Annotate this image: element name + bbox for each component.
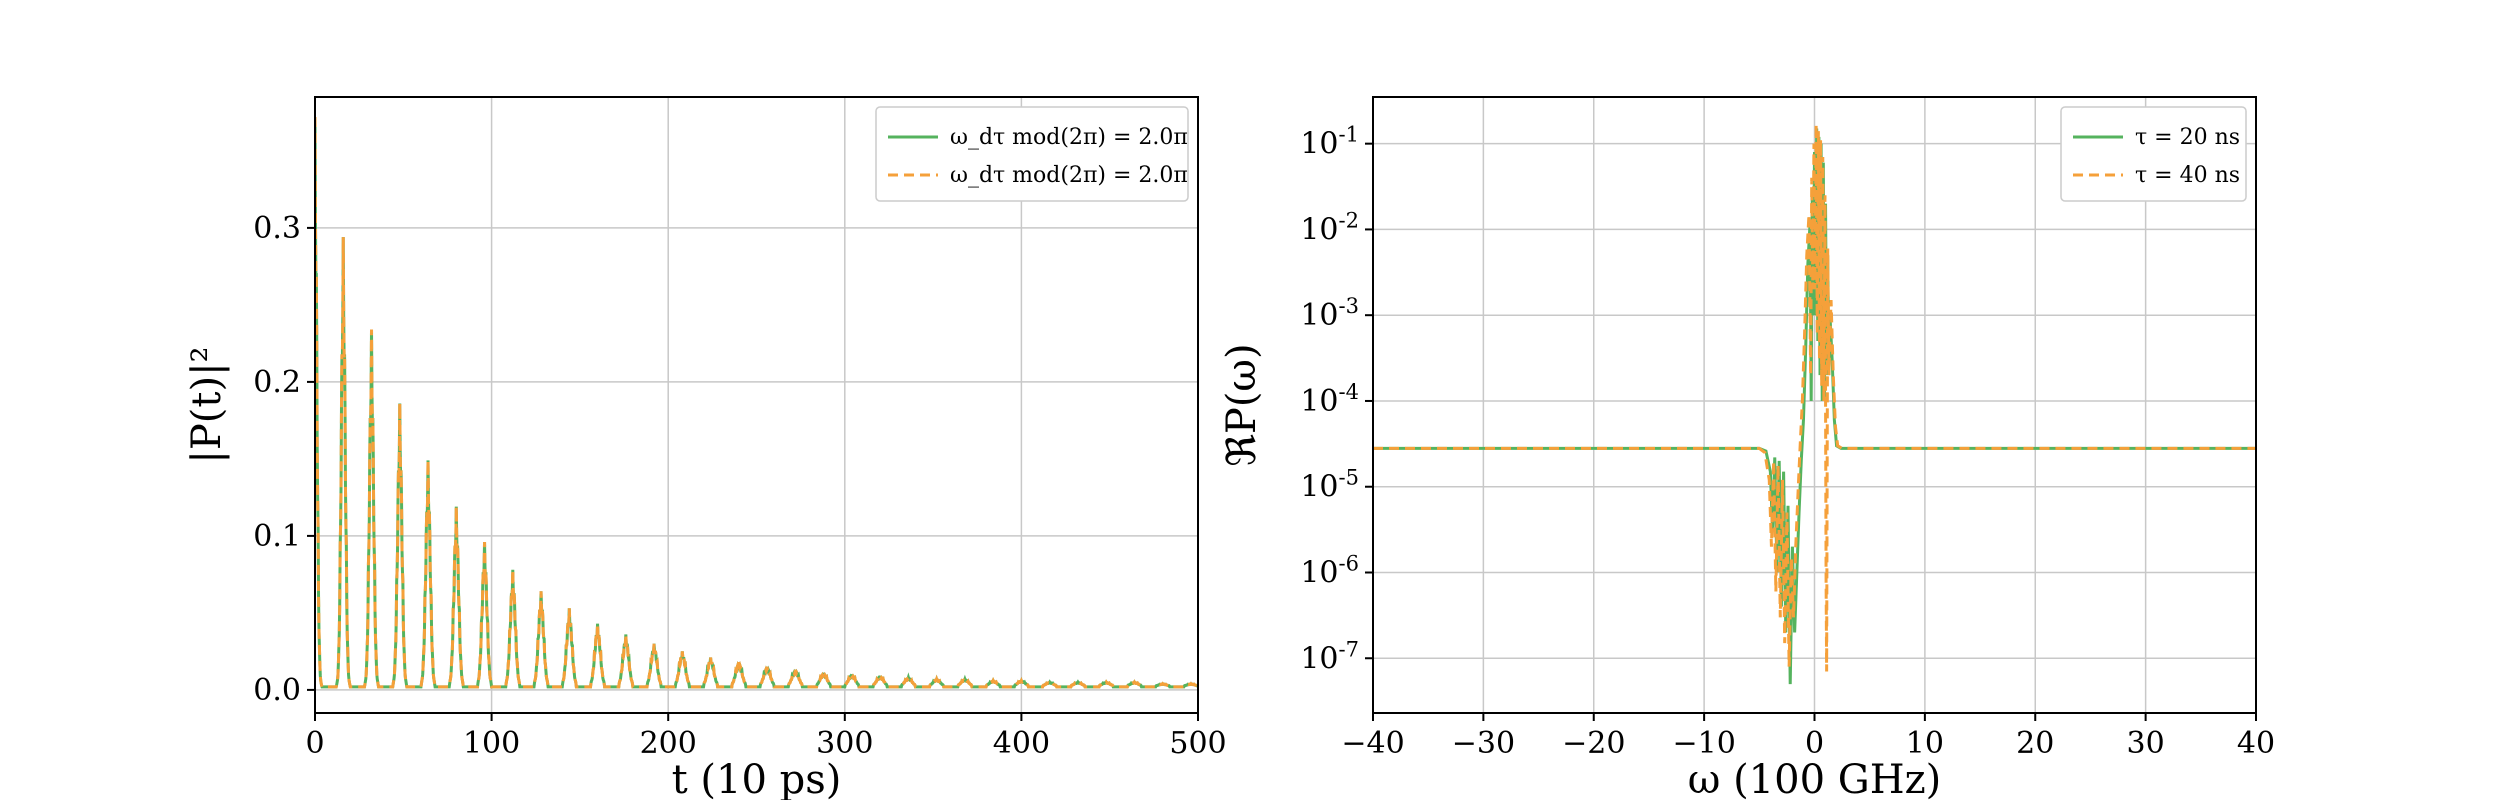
x-tick-label: −20 [1562,726,1625,761]
x-tick-label: 0 [305,726,324,761]
x-tick-label: −10 [1672,726,1735,761]
left-ticks: 0 100 200 300 400 500 0.0 0.1 0.2 0.3 [253,211,1226,761]
x-tick-label: 30 [2127,726,2165,761]
series-line-1 [1373,123,2256,672]
right-gridlines [1372,97,2257,713]
right-panel: −40 −30 −20 −10 0 10 20 30 40 10-7 10-6 10-5 10-4 10-… [1219,96,2275,800]
left-legend: ω_dτ mod(2π) = 2.0π ω_dτ mod(2π) = 2.0π [875,106,1189,202]
legend-entry: τ = 20 ns [2135,125,2240,150]
y-tick-label: 10-5 [1300,466,1359,505]
legend-entry: ω_dτ mod(2π) = 2.0π [950,125,1188,150]
x-tick-label: 40 [2237,726,2275,761]
y-tick-label: 0.3 [253,211,301,246]
x-tick-label: −40 [1341,726,1404,761]
left-axes-frame [314,96,1199,714]
x-tick-label: −30 [1452,726,1515,761]
right-y-axis-label: ℜP(ω) [1219,343,1265,466]
legend-box [2060,106,2247,202]
legend-entry: ω_dτ mod(2π) = 2.0π [950,163,1188,188]
x-tick-label: 0 [1805,726,1824,761]
x-tick-label: 400 [993,726,1050,761]
x-tick-label: 500 [1169,726,1226,761]
y-tick-label: 10-6 [1300,551,1359,590]
y-tick-label: 10-3 [1300,294,1359,333]
x-tick-label: 200 [640,726,697,761]
y-tick-label: 0.0 [253,673,301,708]
right-x-axis-label: ω (100 GHz) [1688,757,1942,800]
left-panel: 0 100 200 300 400 500 0.0 0.1 0.2 0.3 t (10 ps) |… [184,96,1227,800]
x-tick-label: 20 [2016,726,2054,761]
x-tick-label: 10 [1906,726,1944,761]
series-line-1 [315,117,1198,689]
y-tick-label: 10-2 [1300,208,1359,247]
left-series-layer [315,117,1198,689]
x-tick-label: 300 [816,726,873,761]
y-tick-label: 10-1 [1300,123,1359,162]
x-tick-label: 100 [463,726,520,761]
y-tick-label: 0.2 [253,365,301,400]
right-series-layer [1373,123,2256,685]
legend-box [875,106,1189,202]
left-y-axis-label: |P(t)|² [184,346,230,463]
left-x-axis-label: t (10 ps) [672,757,842,800]
y-tick-label: 0.1 [253,519,301,554]
legend-entry: τ = 40 ns [2135,163,2240,188]
series-line-0 [315,117,1198,689]
y-tick-label: 10-4 [1300,380,1359,419]
right-legend: τ = 20 ns τ = 40 ns [2060,106,2247,202]
y-tick-label: 10-7 [1300,637,1359,676]
